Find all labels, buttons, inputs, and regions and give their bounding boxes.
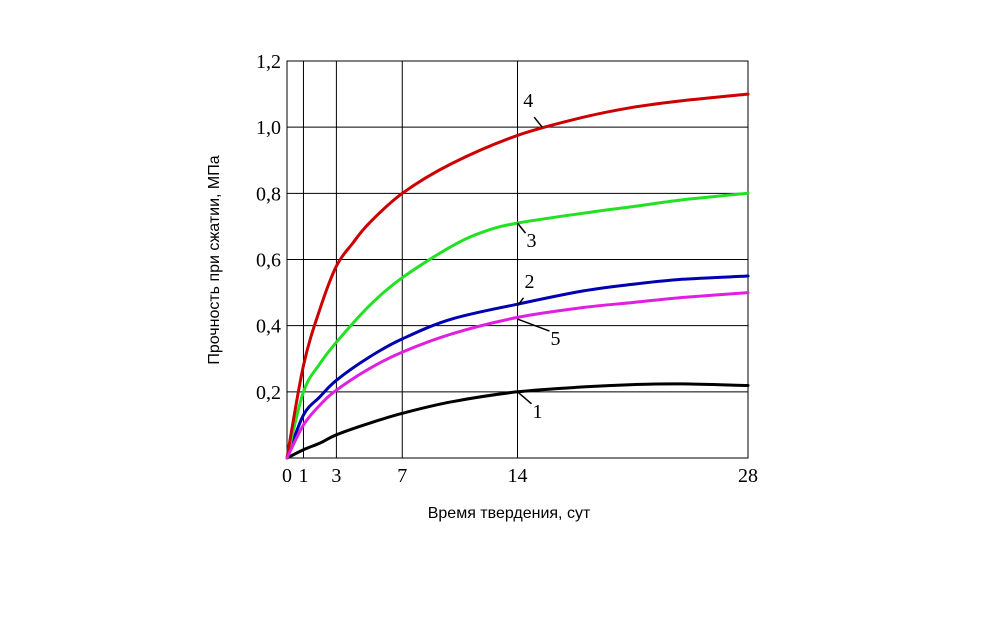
x-tick-label: 1 bbox=[298, 465, 308, 487]
series-line-4 bbox=[285, 92, 750, 460]
leader-line-5 bbox=[517, 318, 550, 332]
curve-label-2: 2 bbox=[525, 271, 535, 293]
curve-labels: 1 2 3 4 5 bbox=[516, 90, 561, 423]
curve-label-1: 1 bbox=[533, 401, 543, 423]
curve-label-4: 4 bbox=[523, 90, 533, 112]
x-tick-label: 14 bbox=[508, 465, 528, 487]
grid bbox=[286, 60, 749, 459]
x-tick-label: 3 bbox=[331, 465, 341, 487]
x-axis-title: Время твердения, сут bbox=[428, 505, 591, 522]
leader-line-1 bbox=[517, 391, 532, 405]
tick-labels: 0 1 3 7 14 280,20,40,60,81,01,2 bbox=[256, 51, 758, 487]
curve-label-5: 5 bbox=[551, 328, 561, 350]
leader-line-2 bbox=[516, 297, 525, 307]
y-tick-label: 0,8 bbox=[256, 183, 281, 205]
series-line-3 bbox=[285, 191, 750, 460]
curve-label-3: 3 bbox=[527, 230, 537, 252]
series-line-1 bbox=[285, 382, 750, 460]
x-tick-label: 0 bbox=[282, 465, 292, 487]
y-tick-label: 1,0 bbox=[256, 117, 281, 139]
y-tick-label: 0,6 bbox=[256, 250, 281, 272]
series-line-5 bbox=[285, 291, 750, 460]
curves bbox=[285, 92, 750, 460]
series-line-2 bbox=[285, 274, 750, 460]
y-tick-label: 0,4 bbox=[256, 316, 281, 338]
x-tick-label: 7 bbox=[397, 465, 407, 487]
y-axis-title: Прочность при сжатии, МПа bbox=[206, 155, 223, 364]
y-tick-label: 0,2 bbox=[256, 382, 281, 404]
x-tick-label: 28 bbox=[738, 465, 758, 487]
leader-line-3 bbox=[516, 222, 527, 234]
y-tick-label: 1,2 bbox=[256, 51, 281, 73]
leader-line-4 bbox=[533, 116, 543, 128]
